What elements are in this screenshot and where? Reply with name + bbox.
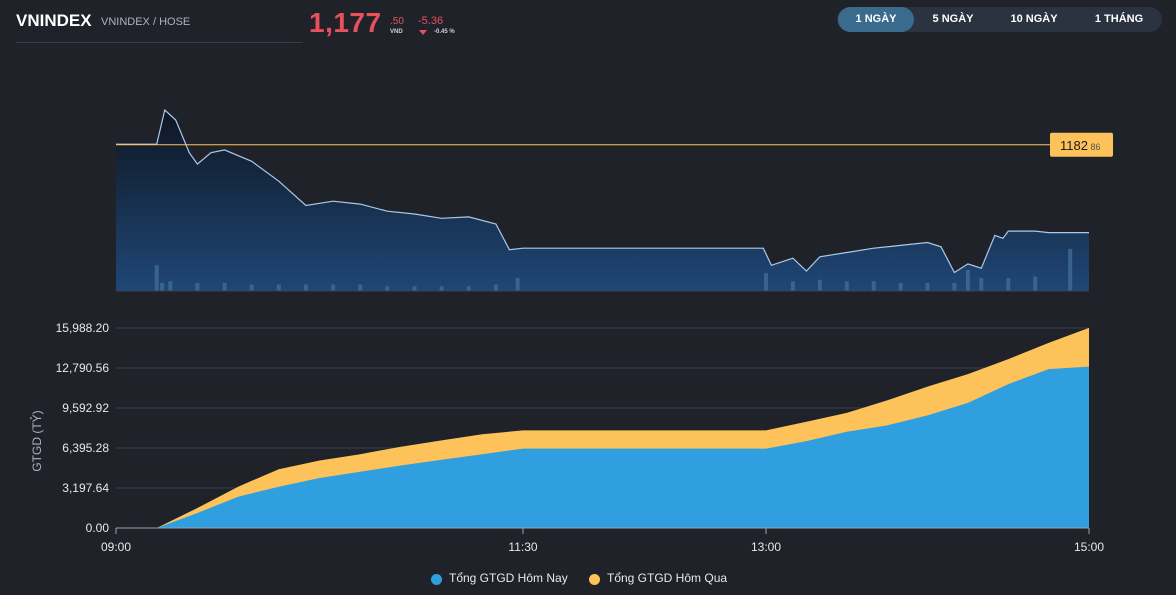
volume-bar xyxy=(385,286,390,291)
legend-yesterday-swatch xyxy=(589,574,600,585)
x-tick-label: 09:00 xyxy=(101,540,131,554)
price-area xyxy=(116,110,1089,291)
volume-bar xyxy=(1033,276,1038,291)
volume-bar xyxy=(276,284,281,291)
legend-yesterday-label[interactable]: Tổng GTGD Hôm Qua xyxy=(607,571,728,585)
price-line xyxy=(116,108,1089,274)
price-currency: VND xyxy=(390,29,403,35)
series-area-today xyxy=(116,366,1089,528)
y-tick-label: 3,197.64 xyxy=(62,481,109,495)
index-title: VNINDEX xyxy=(16,11,92,30)
volume-bar xyxy=(925,282,930,291)
x-tick-label: 15:00 xyxy=(1074,540,1104,554)
price-change-percent: -0.45 % xyxy=(434,29,455,35)
volume-bar xyxy=(249,284,254,291)
y-tick-label: 15,988.20 xyxy=(56,321,110,335)
y-axis-label: GTGD (TỶ) xyxy=(29,410,44,471)
volume-bar xyxy=(466,286,471,291)
index-subtitle: VNINDEX / HOSE xyxy=(101,16,191,28)
volume-bar xyxy=(790,281,795,291)
volume-bar xyxy=(358,284,363,291)
header-divider xyxy=(16,42,303,43)
volume-bar xyxy=(331,284,336,291)
volume-bar xyxy=(898,282,903,291)
volume-bar xyxy=(871,281,876,291)
volume-bar xyxy=(965,270,970,291)
reference-label: 1182 86 xyxy=(1060,138,1100,153)
legend-today-label[interactable]: Tổng GTGD Hôm Nay xyxy=(449,571,568,585)
tab-1-day[interactable]: 1 NGÀY xyxy=(838,7,914,32)
volume-bar xyxy=(154,265,159,291)
reference-label-box xyxy=(1050,132,1113,157)
legend-today-swatch xyxy=(431,574,442,585)
volume-bar xyxy=(195,282,200,291)
volume-bar xyxy=(412,286,417,291)
down-arrow-icon xyxy=(419,30,427,35)
volume-bar xyxy=(439,286,444,291)
price-decimal: .50 xyxy=(390,16,404,27)
volume-bar xyxy=(817,279,822,291)
tab-1-month[interactable]: 1 THÁNG xyxy=(1094,13,1144,25)
tab-5-days[interactable]: 5 NGÀY xyxy=(932,13,974,25)
volume-bar xyxy=(952,282,957,291)
volume-bar xyxy=(160,282,165,291)
volume-bar xyxy=(1006,278,1011,291)
price-value: 1,177 xyxy=(309,7,382,38)
y-tick-label: 6,395.28 xyxy=(62,441,109,455)
volume-bar xyxy=(168,281,173,291)
volume-bar xyxy=(764,273,768,291)
volume-bar xyxy=(979,278,984,291)
x-tick-label: 13:00 xyxy=(751,540,781,554)
volume-bar xyxy=(844,281,849,291)
y-tick-label: 0.00 xyxy=(86,521,110,535)
volume-bar xyxy=(515,278,520,291)
x-tick-label: 11:30 xyxy=(508,540,537,554)
tab-10-days[interactable]: 10 NGÀY xyxy=(1010,13,1058,25)
volume-bar xyxy=(1068,249,1073,291)
y-tick-label: 12,790.56 xyxy=(56,361,110,375)
volume-bar xyxy=(222,282,227,291)
y-tick-label: 9,592.92 xyxy=(62,401,109,415)
period-tabs: 1 NGÀY 5 NGÀY 10 NGÀY 1 THÁNG xyxy=(837,7,1162,32)
price-change: -5.36 xyxy=(418,15,444,27)
volume-bar xyxy=(493,284,498,291)
volume-bar xyxy=(303,284,308,291)
